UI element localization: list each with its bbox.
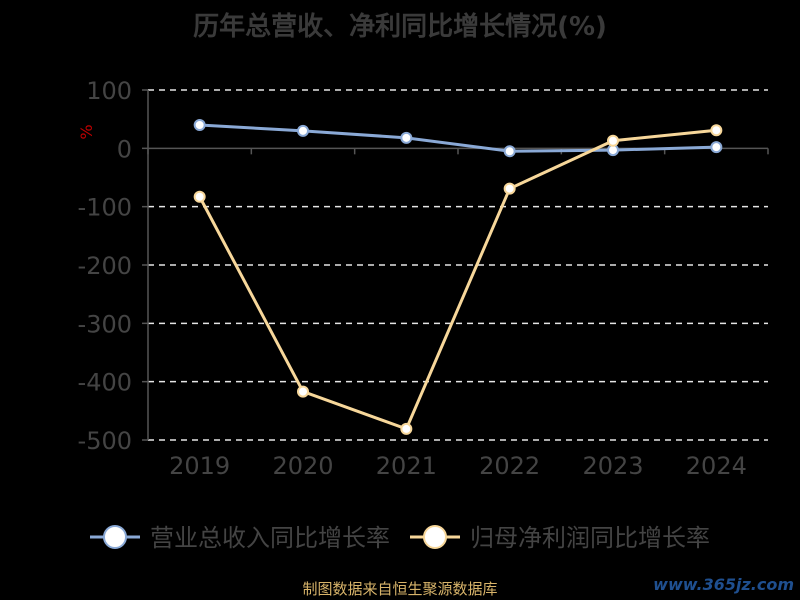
data-point bbox=[503, 145, 516, 158]
series-line-2 bbox=[198, 128, 717, 431]
legend: 营业总收入同比增长率 归母净利润同比增长率 bbox=[90, 524, 710, 552]
watermark: www.365jz.com bbox=[653, 575, 794, 594]
legend-label: 营业总收入同比增长率 bbox=[150, 524, 390, 552]
y-axis-label: % bbox=[77, 124, 96, 139]
legend-marker bbox=[103, 525, 127, 549]
y-tick-label: -200 bbox=[78, 252, 132, 280]
y-tick-label: -500 bbox=[78, 427, 132, 455]
x-tick-label: 2022 bbox=[479, 452, 540, 480]
data-point bbox=[297, 124, 309, 137]
y-tick-labels: 100 0 -100 -200 -300 -400 -500 bbox=[78, 77, 132, 455]
y-tick-label: -300 bbox=[78, 310, 132, 338]
x-tick-label: 2019 bbox=[169, 452, 230, 480]
x-tick-label: 2024 bbox=[686, 452, 747, 480]
chart-title: 历年总营收、净利同比增长情况(%) bbox=[193, 12, 607, 42]
legend-marker bbox=[423, 525, 447, 549]
x-tick-label: 2023 bbox=[582, 452, 643, 480]
x-tick-labels: 2019 2020 2021 2022 2023 2024 bbox=[169, 452, 747, 480]
data-point bbox=[193, 190, 206, 203]
data-point bbox=[297, 385, 309, 398]
data-point bbox=[710, 141, 723, 154]
source-note: 制图数据来自恒生聚源数据库 bbox=[302, 580, 498, 598]
grid-lines bbox=[148, 89, 768, 441]
data-point bbox=[710, 124, 723, 137]
series-line-1 bbox=[199, 123, 717, 153]
y-tick-label: 100 bbox=[86, 77, 132, 105]
y-tick-label: 0 bbox=[117, 135, 132, 163]
series-group bbox=[193, 119, 723, 435]
y-tick-label: -400 bbox=[78, 369, 132, 397]
x-tick-label: 2021 bbox=[376, 452, 437, 480]
data-point bbox=[400, 131, 413, 144]
y-tick-label: -100 bbox=[78, 194, 132, 222]
data-point bbox=[193, 119, 206, 131]
data-point bbox=[607, 134, 619, 147]
x-tick-label: 2020 bbox=[272, 452, 333, 480]
legend-label: 归母净利润同比增长率 bbox=[470, 524, 710, 552]
data-point bbox=[503, 182, 516, 195]
data-point bbox=[400, 422, 413, 435]
